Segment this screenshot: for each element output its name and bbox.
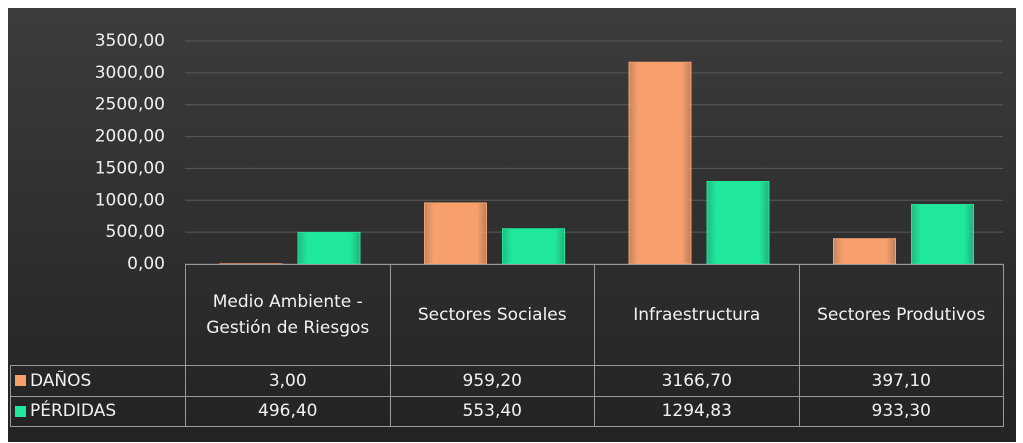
y-tick-label: 3500,00: [95, 31, 165, 51]
data-label: 959,20: [389, 365, 595, 397]
data-label: 3166,70: [594, 365, 800, 397]
legend-key: [15, 375, 26, 387]
bar: [706, 181, 770, 265]
bar: [833, 238, 896, 265]
bar: [502, 228, 565, 265]
data-label: 933,30: [798, 395, 1004, 427]
y-tick-label: 500,00: [106, 222, 165, 242]
y-tick-label: 1500,00: [95, 158, 165, 178]
y-tick-label: 0,00: [127, 254, 165, 274]
y-tick-label: 3000,00: [95, 63, 165, 83]
legend-key: [15, 405, 26, 417]
legend-label: PÉRDIDAS: [30, 401, 117, 422]
bar: [628, 61, 692, 265]
data-label: 1294,83: [594, 395, 800, 427]
legend-entry: DAÑOS: [10, 365, 186, 397]
data-label: 3,00: [185, 365, 391, 397]
legend-label: DAÑOS: [30, 370, 92, 391]
data-label: 496,40: [185, 395, 391, 427]
bar: [911, 204, 974, 265]
chart-background: [8, 8, 1016, 442]
legend-entry: PÉRDIDAS: [10, 395, 186, 427]
bar: [424, 202, 487, 265]
category-header: Sectores Produtivos: [798, 264, 1004, 366]
y-tick-label: 2500,00: [95, 95, 165, 115]
category-header: Infraestructura: [594, 264, 800, 366]
bar: [297, 231, 361, 265]
data-label: 397,10: [798, 365, 1004, 397]
category-header: Sectores Sociales: [389, 264, 595, 366]
data-label: 553,40: [389, 395, 595, 427]
y-tick-label: 1000,00: [95, 190, 165, 210]
y-tick-label: 2000,00: [95, 127, 165, 147]
category-header: Medio Ambiente - Gestión de Riesgos: [185, 264, 391, 366]
